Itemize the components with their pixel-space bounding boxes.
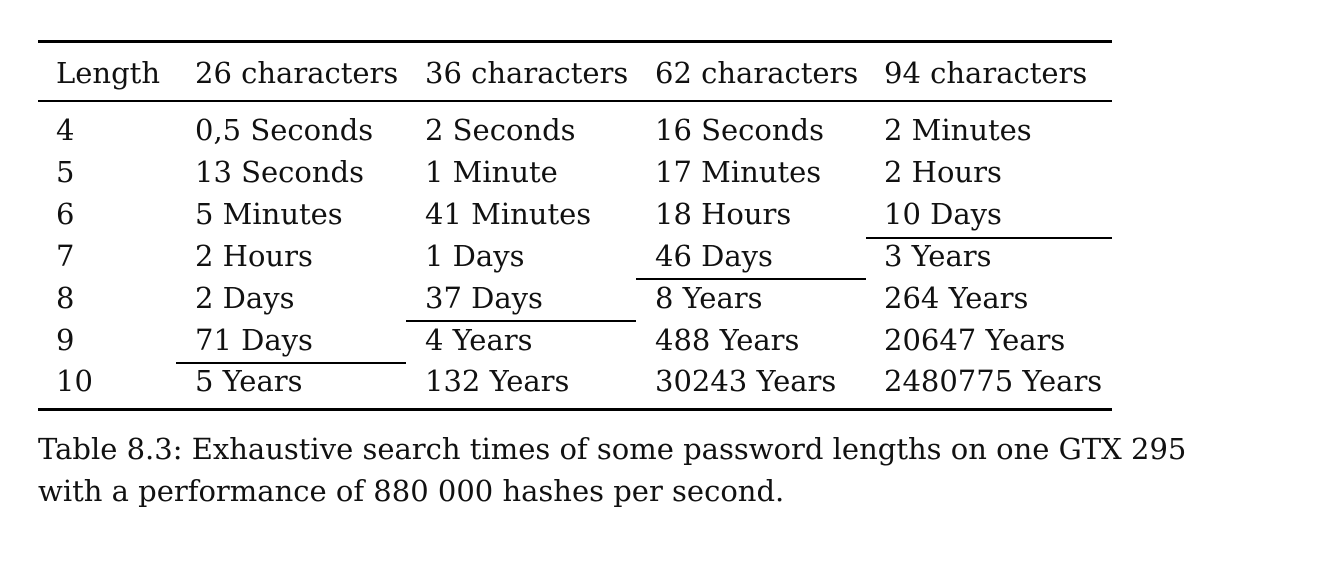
top-rule	[38, 40, 1112, 43]
table-cell: 2 Days	[195, 281, 295, 315]
table-cell: 4 Years	[425, 323, 533, 357]
table-cell: 488 Years	[655, 323, 800, 357]
table-cell: 0,5 Seconds	[195, 113, 374, 147]
table-header-cell: 62 characters	[655, 56, 859, 90]
table-cell: 30243 Years	[655, 364, 837, 398]
table-cell: 13 Seconds	[195, 155, 364, 189]
table-cell: 2 Hours	[195, 239, 313, 273]
table-cell: 2 Hours	[884, 155, 1002, 189]
table-cell: 5 Years	[195, 364, 303, 398]
table-cell: 2 Minutes	[884, 113, 1032, 147]
table-cell: 5	[56, 155, 75, 189]
table-cell: 2480775 Years	[884, 364, 1103, 398]
table-cell: 46 Days	[655, 239, 773, 273]
separator-94-after-row-6	[866, 237, 1112, 239]
table-cell: 264 Years	[884, 281, 1029, 315]
table-cell: 10 Days	[884, 197, 1002, 231]
table-cell: 3 Years	[884, 239, 992, 273]
table-cell: 18 Hours	[655, 197, 792, 231]
table-caption: Table 8.3: Exhaustive search times of so…	[38, 428, 1278, 512]
table-cell: 20647 Years	[884, 323, 1066, 357]
table-header-cell: 94 characters	[884, 56, 1088, 90]
table-cell: 8 Years	[655, 281, 763, 315]
table-cell: 2 Seconds	[425, 113, 576, 147]
table-cell: 10	[56, 364, 93, 398]
table-cell: 8	[56, 281, 75, 315]
table-cell: 5 Minutes	[195, 197, 343, 231]
header-rule	[38, 100, 1112, 102]
table-cell: 132 Years	[425, 364, 570, 398]
table-cell: 71 Days	[195, 323, 313, 357]
table-cell: 17 Minutes	[655, 155, 822, 189]
bottom-rule	[38, 408, 1112, 411]
caption-line-1: Table 8.3: Exhaustive search times of so…	[38, 432, 1187, 466]
table-cell: 37 Days	[425, 281, 543, 315]
table-cell: 4	[56, 113, 75, 147]
table-cell: 6	[56, 197, 75, 231]
table-cell: 9	[56, 323, 75, 357]
separator-26-after-row-9	[176, 362, 406, 364]
table-cell: 1 Minute	[425, 155, 558, 189]
separator-62-after-row-7	[636, 278, 866, 280]
table-header-cell: 36 characters	[425, 56, 629, 90]
table-cell: 41 Minutes	[425, 197, 592, 231]
caption-line-2: with a performance of 880 000 hashes per…	[38, 474, 785, 508]
table-cell: 7	[56, 239, 75, 273]
table-cell: 16 Seconds	[655, 113, 824, 147]
table-header-cell: Length	[56, 56, 160, 90]
separator-36-after-row-8	[406, 320, 636, 322]
table-header-cell: 26 characters	[195, 56, 399, 90]
table-cell: 1 Days	[425, 239, 525, 273]
